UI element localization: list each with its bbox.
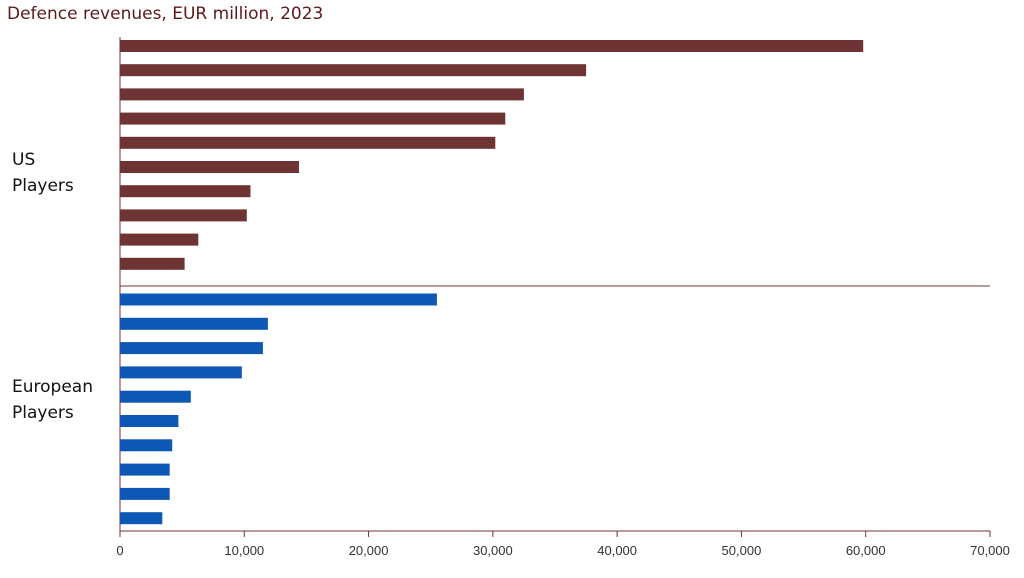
x-tick-label-3: 30,000 (473, 543, 513, 558)
bar-us-2 (120, 64, 587, 77)
x-tick-label-5: 50,000 (722, 543, 762, 558)
chart-title: Defence revenues, EUR million, 2023 (7, 4, 324, 24)
bar-us-6 (120, 161, 299, 173)
bar-european-7 (120, 439, 173, 452)
bar-european-1 (120, 293, 437, 306)
bar-us-4 (120, 112, 506, 125)
x-tick-label-0: 0 (116, 543, 123, 558)
bar-us-9 (120, 233, 199, 246)
bar-european-10 (120, 512, 163, 525)
bar-us-3 (120, 88, 524, 101)
x-tick-label-4: 40,000 (597, 543, 637, 558)
bar-us-5 (120, 136, 496, 149)
bar-european-6 (120, 415, 179, 427)
bar-european-9 (120, 487, 170, 500)
bar-european-4 (120, 366, 242, 379)
bar-us-1 (120, 40, 864, 52)
bar-us-7 (120, 185, 251, 198)
x-tick-label-6: 60,000 (846, 543, 886, 558)
bar-european-5 (120, 390, 191, 403)
x-tick-label-1: 10,000 (224, 543, 264, 558)
bar-european-8 (120, 463, 170, 476)
bar-european-2 (120, 317, 268, 330)
group-label-european-players: European Players (12, 377, 93, 423)
x-tick-label-2: 20,000 (349, 543, 389, 558)
group-label-us-players: US Players (12, 150, 74, 196)
bar-european-3 (120, 342, 263, 355)
bar-us-8 (120, 209, 247, 222)
bar-us-10 (120, 257, 185, 270)
x-tick-label-7: 70,000 (970, 543, 1010, 558)
